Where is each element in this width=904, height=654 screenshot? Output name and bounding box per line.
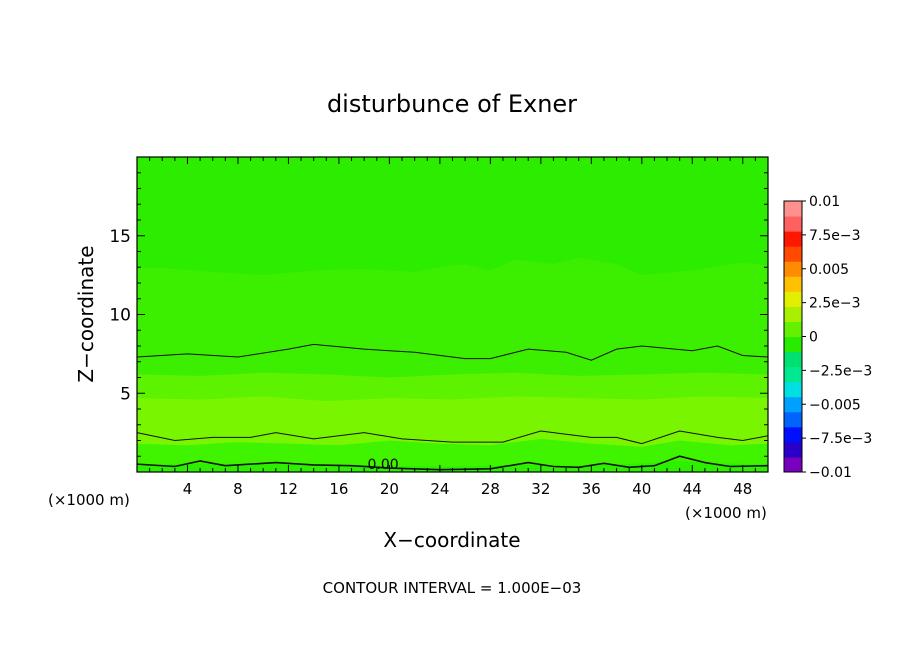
colorbar: −0.01 −7.5e−3 −0.005 −2.5e−3 0 2.5e−3 0.005 7.5…: [783, 194, 872, 481]
x-tick-label: 32: [531, 480, 550, 498]
x-tick-label: 20: [380, 480, 399, 498]
contour-low: [136, 430, 769, 445]
y-tick-label: 10: [109, 306, 131, 326]
x-tick-label: 24: [430, 480, 449, 498]
x-tick-label: 44: [683, 480, 702, 498]
chart-title: disturbunce of Exner: [327, 90, 577, 118]
x-tick-label: 8: [233, 480, 243, 498]
colorbar-swatch: [784, 456, 802, 473]
colorbar-swatch: [784, 336, 802, 353]
contour-label-zero: 0.00: [368, 457, 399, 473]
colorbar-label: 0.01: [809, 194, 840, 210]
colorbar-swatch: [784, 411, 802, 428]
colorbar-label: −0.005: [809, 397, 861, 413]
colorbar-swatch: [784, 231, 802, 247]
y-tick-label: 5: [120, 384, 131, 404]
colorbar-swatch: [784, 216, 802, 232]
colorbar-label: 2.5e−3: [809, 296, 861, 312]
colorbar-label: −0.01: [809, 465, 852, 481]
x-tick-label: 28: [481, 480, 500, 498]
y-tick-label: 15: [109, 227, 131, 247]
x-tick-label: 36: [582, 480, 601, 498]
colorbar-swatch: [784, 246, 802, 262]
contour-zero: [136, 455, 769, 471]
y-axis-label: Z−coordinate: [74, 245, 98, 382]
x-axis-label: X−coordinate: [383, 528, 520, 552]
colorbar-swatch: [784, 306, 802, 322]
colorbar-label: −7.5e−3: [809, 431, 872, 447]
x-axis-unit-left: (×1000 m): [48, 491, 130, 509]
colorbar-swatch: [784, 291, 802, 307]
y-axis: 5 10 15: [109, 172, 768, 457]
colorbar-swatch: [784, 201, 802, 217]
x-tick-label: 4: [183, 480, 193, 498]
x-tick-label: 40: [632, 480, 651, 498]
colorbar-swatch: [784, 426, 802, 443]
colorbar-label: 7.5e−3: [809, 228, 861, 244]
x-tick-label: 16: [329, 480, 348, 498]
colorbar-label: −2.5e−3: [809, 363, 872, 379]
x-axis-unit-right: (×1000 m): [685, 504, 767, 522]
x-tick-label: 48: [733, 480, 752, 498]
colorbar-swatch: [784, 351, 802, 368]
contour-interval-note: CONTOUR INTERVAL = 1.000E−03: [323, 579, 582, 597]
colorbar-swatch: [784, 276, 802, 292]
contour-upper: [136, 343, 769, 361]
band-surface: [137, 460, 768, 472]
colorbar-swatch: [784, 381, 802, 398]
x-axis: 4 8 12 16 20 24 28 32 36 40 44 48: [149, 157, 756, 498]
colorbar-swatch: [784, 366, 802, 383]
colorbar-swatch: [784, 396, 802, 413]
colorbar-swatch: [784, 261, 802, 277]
colorbar-swatch: [784, 441, 802, 458]
colorbar-label: 0.005: [809, 262, 849, 278]
plot-area: 0.00: [136, 156, 769, 473]
colorbar-label: 0: [809, 330, 818, 346]
x-tick-label: 12: [279, 480, 298, 498]
colorbar-swatch: [784, 321, 802, 337]
